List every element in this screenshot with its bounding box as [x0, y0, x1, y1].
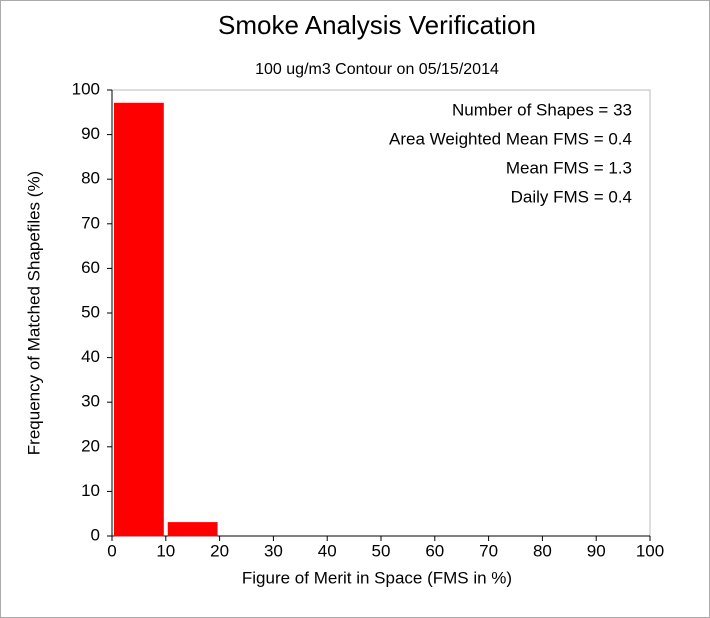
chart-subtitle: 100 ug/m3 Contour on 05/15/2014 — [255, 61, 499, 78]
x-tick-label: 20 — [210, 541, 229, 560]
y-tick-label: 10 — [81, 481, 100, 500]
y-tick-label: 40 — [81, 347, 100, 366]
y-tick-label: 20 — [81, 436, 100, 455]
x-tick-label: 0 — [107, 541, 116, 560]
y-tick-label: 90 — [81, 124, 100, 143]
chart-title: Smoke Analysis Verification — [218, 10, 536, 40]
annotation: Number of Shapes = 33 — [452, 100, 632, 119]
y-tick-label: 80 — [81, 169, 100, 188]
y-tick-label: 100 — [72, 79, 100, 98]
annotation: Daily FMS = 0.4 — [511, 187, 632, 206]
y-axis-label: Frequency of Matched Shapefiles (%) — [24, 171, 43, 455]
y-tick-label: 30 — [81, 392, 100, 411]
x-tick-label: 60 — [425, 541, 444, 560]
x-tick-label: 80 — [533, 541, 552, 560]
y-tick-label: 60 — [81, 258, 100, 277]
x-tick-label: 30 — [264, 541, 283, 560]
x-tick-label: 70 — [479, 541, 498, 560]
bar — [114, 102, 164, 537]
x-tick-label: 90 — [587, 541, 606, 560]
annotation: Mean FMS = 1.3 — [506, 158, 632, 177]
x-axis-label: Figure of Merit in Space (FMS in %) — [242, 568, 512, 587]
x-tick-label: 50 — [372, 541, 391, 560]
x-tick-label: 40 — [318, 541, 337, 560]
y-tick-label: 0 — [91, 525, 100, 544]
annotation: Area Weighted Mean FMS = 0.4 — [389, 129, 632, 148]
x-tick-label: 10 — [156, 541, 175, 560]
y-tick-label: 50 — [81, 302, 100, 321]
bar — [167, 522, 218, 537]
x-tick-label: 100 — [636, 541, 664, 560]
y-tick-label: 70 — [81, 213, 100, 232]
